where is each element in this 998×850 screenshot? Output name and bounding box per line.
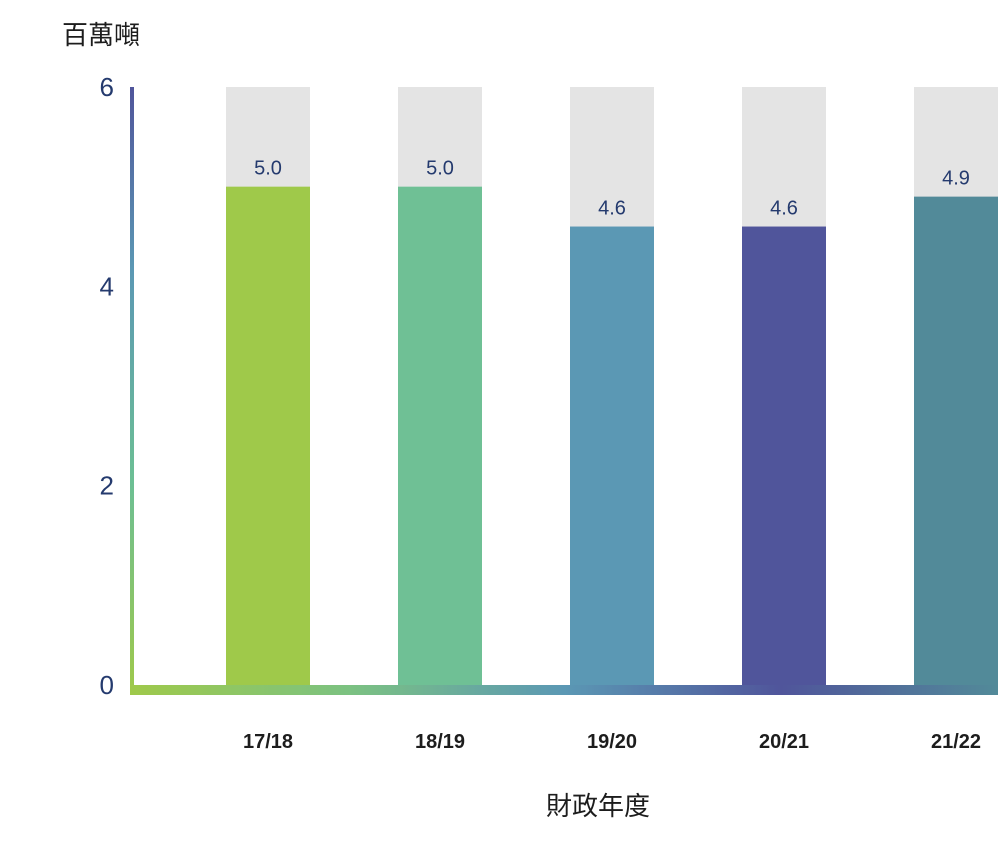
y-tick-label: 6 bbox=[100, 72, 114, 102]
bar-17-18 bbox=[226, 186, 310, 685]
x-axis-title: 財政年度 bbox=[546, 792, 650, 822]
bar-19-20 bbox=[570, 226, 654, 686]
data-label: 5.0 bbox=[254, 158, 282, 180]
bar-18-19 bbox=[398, 186, 482, 685]
y-tick-label: 4 bbox=[100, 271, 114, 301]
y-tick-labels: 0 2 4 6 bbox=[100, 72, 114, 700]
x-tick-label: 17/18 bbox=[243, 731, 293, 753]
x-tick-label: 19/20 bbox=[587, 731, 637, 753]
y-axis-title: 百萬噸 bbox=[62, 21, 140, 51]
data-bars bbox=[226, 186, 998, 686]
bar-20-21 bbox=[742, 226, 826, 686]
data-label: 4.9 bbox=[942, 168, 970, 190]
y-tick-label: 2 bbox=[100, 471, 114, 501]
x-axis-line bbox=[130, 685, 998, 695]
bar-21-22 bbox=[914, 196, 998, 685]
x-tick-label: 20/21 bbox=[759, 731, 809, 753]
y-axis-line bbox=[130, 87, 134, 695]
data-labels: 5.0 5.0 4.6 4.6 4.9 bbox=[254, 158, 970, 220]
data-label: 5.0 bbox=[426, 158, 454, 180]
y-tick-label: 0 bbox=[100, 670, 114, 700]
x-tick-labels: 17/18 18/19 19/20 20/21 21/22 bbox=[243, 731, 981, 753]
data-label: 4.6 bbox=[598, 198, 626, 220]
data-label: 4.6 bbox=[770, 198, 798, 220]
x-tick-label: 21/22 bbox=[931, 731, 981, 753]
x-tick-label: 18/19 bbox=[415, 731, 465, 753]
